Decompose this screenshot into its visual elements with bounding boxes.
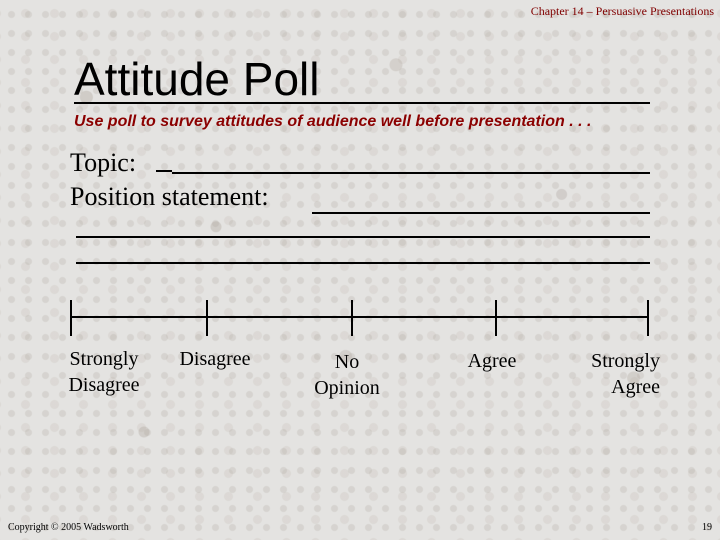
scale-label-no-opinion: No Opinion <box>314 351 380 399</box>
scale-label-strongly-disagree: Strongly Disagree <box>68 348 140 396</box>
page-number: 19 <box>702 522 712 533</box>
topic-blank <box>172 172 650 174</box>
position-statement-blank <box>312 212 650 214</box>
slide-subtitle: Use poll to survey attitudes of audience… <box>74 113 592 130</box>
attitude-scale-line <box>72 316 649 318</box>
scale-label-disagree: Disagree <box>179 348 251 370</box>
topic-blank-short <box>156 170 172 172</box>
statement-blank-line-1 <box>76 236 650 238</box>
scale-label-agree: Agree <box>467 350 517 372</box>
position-statement-label: Position statement: <box>70 182 269 211</box>
scale-tick-disagree <box>206 300 208 336</box>
scale-tick-strongly-disagree <box>70 300 72 336</box>
statement-blank-line-2 <box>76 262 650 264</box>
chapter-header: Chapter 14 – Persuasive Presentations <box>530 4 714 18</box>
scale-label-strongly-agree: Strongly Agree <box>591 350 660 398</box>
scale-tick-strongly-agree <box>647 300 649 336</box>
topic-label: Topic: <box>70 148 137 177</box>
scale-tick-agree <box>495 300 497 336</box>
copyright-notice: Copyright © 2005 Wadsworth <box>8 522 129 533</box>
title-underline <box>74 102 650 104</box>
scale-tick-no-opinion <box>351 300 353 336</box>
slide-title: Attitude Poll <box>74 53 320 105</box>
